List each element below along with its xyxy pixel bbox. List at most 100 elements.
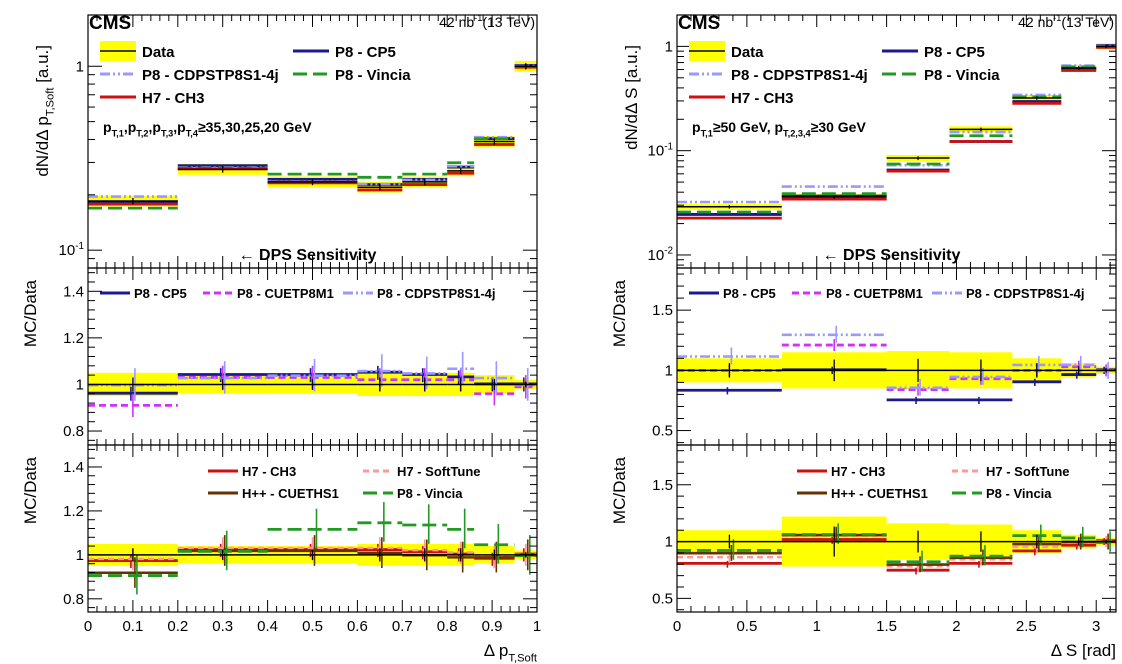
legend-entry-p8-cuetp8m1: P8 - CUETP8M1: [203, 286, 334, 301]
x-tick-label: 0: [673, 618, 681, 635]
x-tick-label: 0: [84, 618, 92, 635]
legend-label: H++ - CUETHS1: [831, 486, 928, 501]
y-axis-label: MC/Data: [21, 279, 40, 347]
y-tick-label: 1.5: [652, 477, 673, 494]
legend-label: H7 - CH3: [731, 90, 794, 107]
y-tick-label: 0.5: [652, 423, 673, 440]
luminosity-label: 42 nb-1​(13 TeV): [1018, 13, 1114, 30]
y-tick-label: 1.4: [63, 459, 84, 476]
legend-label: P8 - CDPSTP8S1-4j: [377, 286, 496, 301]
y-tick-label: 1: [76, 547, 84, 564]
legend-entry-h7-ch3: H7 - CH3: [100, 90, 205, 107]
x-tick-label: 3: [1092, 618, 1100, 635]
legend-entry-p8-cp5: P8 - CP5: [689, 286, 776, 301]
x-tick-label: 2.5: [1016, 618, 1037, 635]
cms-label: CMS: [89, 13, 131, 34]
legend-label: P8 - CP5: [335, 44, 396, 61]
legend-entry-h7-softtune: H7 - SoftTune: [952, 464, 1070, 479]
x-tick-label: 1.5: [876, 618, 897, 635]
x-tick-label: 0.1: [122, 618, 143, 635]
y-tick-label: 10-2​: [648, 246, 673, 264]
x-tick-label: 0.5: [736, 618, 757, 635]
legend-label: P8 - CUETP8M1: [826, 286, 923, 301]
legend-label: P8 - Vincia: [924, 67, 1000, 84]
cms-label: CMS: [678, 13, 720, 34]
main-plot-area: [88, 60, 537, 210]
y-tick-label: 10-1​: [648, 141, 674, 159]
y-tick-label: 1: [76, 58, 84, 75]
main-panel: 10-2​ 10-1​ 1 dN/dΔ S [a.u.] CMS 42 nb-1​(13 …: [622, 13, 1117, 269]
ratio2-plot-area: [677, 516, 1116, 575]
legend-label: P8 - Vincia: [986, 486, 1052, 501]
legend-label: P8 - CP5: [134, 286, 187, 301]
y-axis-label: MC/Data: [21, 456, 40, 524]
ratio2-panel: 0.5 1 1.5 MC/Data H7 - CH3 H7 - SoftTune H++ -…: [610, 444, 1117, 613]
legend-entry-p8-cp5: P8 - CP5: [293, 44, 396, 61]
legend-label: Data: [731, 44, 764, 61]
legend-entry-h-cueths1: H++ - CUETHS1: [208, 486, 339, 501]
y-tick-label: 1: [665, 534, 673, 551]
x-tick-label: 1: [813, 618, 821, 635]
legend-entry-p8-cdpstp8s1-4j: P8 - CDPSTP8S1-4j: [100, 67, 279, 84]
legend-entry-h7-ch3: H7 - CH3: [689, 90, 794, 107]
legend-entry-data: Data: [100, 41, 175, 61]
chart-left: 10-1​ 1 dN/dΔ pT,Soft​ [a.u.] CMS 42 nb-1​(1…: [21, 13, 541, 664]
dps-sensitivity-label: ← DPS Sensitivity: [239, 247, 377, 264]
ratio2-plot-area: [88, 502, 537, 595]
legend-label: P8 - CP5: [924, 44, 985, 61]
x-tick-label: 0.4: [257, 618, 278, 635]
main-panel: 10-1​ 1 dN/dΔ pT,Soft​ [a.u.] CMS 42 nb-1​(1…: [33, 13, 538, 269]
x-tick-label: 2: [952, 618, 960, 635]
legend-entry-p8-vincia: P8 - Vincia: [363, 486, 463, 501]
legend-entry-data: Data: [689, 41, 764, 61]
x-tick-label: 0.9: [482, 618, 503, 635]
y-axis-label: MC/Data: [610, 456, 629, 524]
legend-label: P8 - CDPSTP8S1-4j: [731, 67, 868, 84]
luminosity-label: 42 nb-1​(13 TeV): [439, 13, 535, 30]
legend-entry-h7-ch3: H7 - CH3: [208, 464, 296, 479]
legend-entry-h7-ch3: H7 - CH3: [797, 464, 885, 479]
ratio1-plot-area: [88, 351, 537, 418]
legend-label: H++ - CUETHS1: [242, 486, 339, 501]
legend-entry-p8-vincia: P8 - Vincia: [882, 67, 1000, 84]
legend-label: P8 - CUETP8M1: [237, 286, 334, 301]
legend-label: Data: [142, 44, 175, 61]
y-axis-label: dN/dΔ S [a.u.]: [622, 45, 641, 150]
x-tick-label: 0.8: [437, 618, 458, 635]
y-axis-label: MC/Data: [610, 279, 629, 347]
y-tick-label: 1.2: [63, 503, 84, 520]
ratio1-plot-area: [677, 325, 1116, 405]
legend-entry-p8-cp5: P8 - CP5: [100, 286, 187, 301]
y-tick-label: 1.4: [63, 283, 84, 300]
legend-entry-h7-softtune: H7 - SoftTune: [363, 464, 481, 479]
y-tick-label: 10-1​: [59, 241, 85, 259]
main-plot-area: [677, 43, 1116, 220]
legend-entry-p8-cp5: P8 - CP5: [882, 44, 985, 61]
x-tick-label: 0.7: [392, 618, 413, 635]
y-tick-label: 1: [76, 376, 84, 393]
legend-label: P8 - Vincia: [335, 67, 411, 84]
x-tick-label: 0.2: [167, 618, 188, 635]
legend-entry-p8-cuetp8m1: P8 - CUETP8M1: [792, 286, 923, 301]
y-tick-label: 1: [665, 362, 673, 379]
chart-right: 10-2​ 10-1​ 1 dN/dΔ S [a.u.] CMS 42 nb-1​(13 …: [610, 13, 1117, 660]
x-tick-label: 0.6: [347, 618, 368, 635]
legend-label: P8 - CP5: [723, 286, 776, 301]
legend-label: P8 - CDPSTP8S1-4j: [142, 67, 279, 84]
legend-label: H7 - CH3: [831, 464, 885, 479]
y-tick-label: 0.8: [63, 423, 84, 440]
selection-label: pT,1​,pT,2​,pT,3​,pT,4​≥35,30,25,20 GeV: [103, 119, 312, 138]
ratio1-panel: 0.8 1 1.2 1.4 MC/Data P8 - CP5 P8 - CUETP8M1 P8…: [21, 267, 538, 446]
x-tick-label: 1: [533, 618, 541, 635]
legend-label: P8 - Vincia: [397, 486, 463, 501]
y-tick-label: 1.2: [63, 330, 84, 347]
legend-entry-h-cueths1: H++ - CUETHS1: [797, 486, 928, 501]
legend-entry-p8-cdpstp8s1-4j: P8 - CDPSTP8S1-4j: [689, 67, 868, 84]
y-tick-label: 1: [665, 38, 673, 55]
x-axis-label: Δ pT,Soft​: [484, 641, 538, 664]
x-tick-label: 0.5: [302, 618, 323, 635]
y-axis-label: dN/dΔ pT,Soft​ [a.u.]: [33, 45, 56, 177]
legend-entry-p8-cdpstp8s1-4j: P8 - CDPSTP8S1-4j: [343, 286, 496, 301]
legend-label: P8 - CDPSTP8S1-4j: [966, 286, 1085, 301]
